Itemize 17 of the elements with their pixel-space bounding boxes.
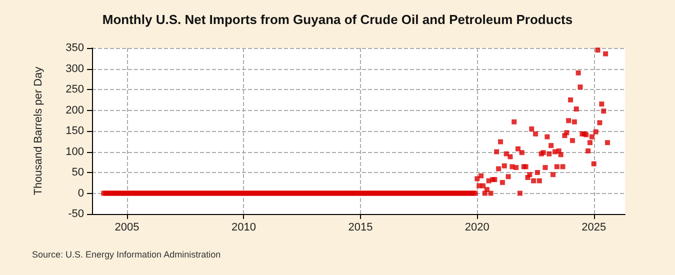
x-tick-label: 2025: [582, 222, 606, 234]
y-tick-label: 0: [78, 187, 84, 200]
y-tick-label: 50: [72, 166, 84, 178]
x-tick-label: 2015: [348, 222, 373, 234]
x-tick-label: 2010: [231, 222, 256, 234]
y-tick-label: 200: [66, 104, 84, 116]
source-note: Source: U.S. Energy Information Administration: [32, 250, 221, 260]
y-tick-label: 300: [66, 62, 84, 75]
y-tick-label: 150: [66, 125, 84, 137]
y-tick-label: -50: [68, 208, 84, 220]
y-axis-title: Thousand Barrels per Day: [32, 66, 44, 196]
x-tick-label: 2020: [464, 222, 490, 234]
chart-title: Monthly U.S. Net Imports from Guyana of Crude Oil and Petroleum Products: [102, 12, 573, 27]
y-tick-label: 100: [66, 146, 84, 158]
y-tick-label: 250: [66, 84, 84, 96]
x-tick-label: 2005: [114, 222, 140, 234]
y-tick-label: 350: [66, 42, 84, 54]
